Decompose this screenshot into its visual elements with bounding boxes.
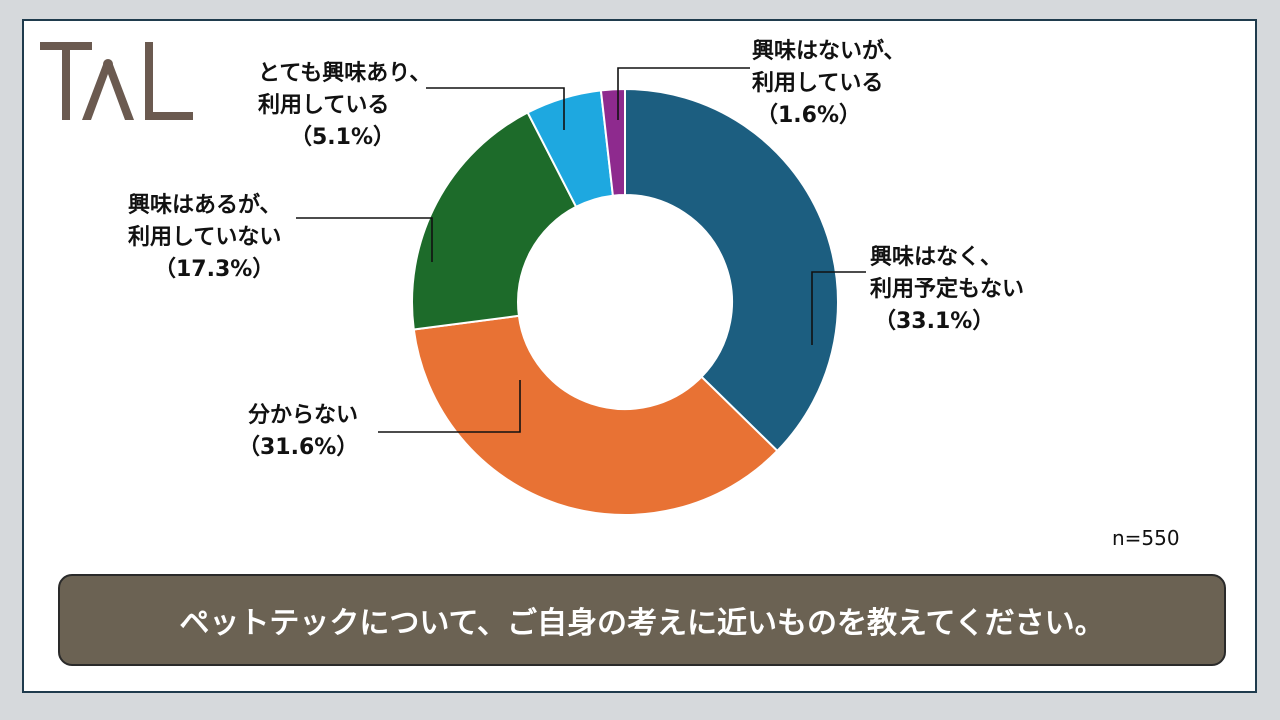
label-no-interest-no-plan: 興味はなく、 利用予定もない （33.1%） [870,245,1025,334]
question-banner: ペットテックについて、ご自身の考えに近いものを教えてください。 [58,574,1226,666]
slice-no-interest-using [599,87,626,197]
slice-no-interest-no-plan [624,87,839,453]
leader-interested-not-using [296,217,433,262]
label-interested-not-using: 興味はあるが、 利用していない （17.3%） [128,193,282,282]
leader-no-interest-using [617,67,750,120]
leader-very-interested-using [426,87,565,130]
tal-logo [40,42,193,120]
leader-dont-know [378,380,521,433]
slice-interested-not-using [411,111,578,331]
sample-size: n=550 [1112,526,1180,550]
label-no-interest-using: 興味はないが、 利用している （1.6%） [752,39,906,128]
leader-no-interest-no-plan [811,271,866,345]
label-dont-know: 分からない （31.6%） [238,403,359,460]
slice-dont-know [412,314,779,516]
label-very-interested-using: とても興味あり、 利用している （5.1%） [258,61,432,150]
